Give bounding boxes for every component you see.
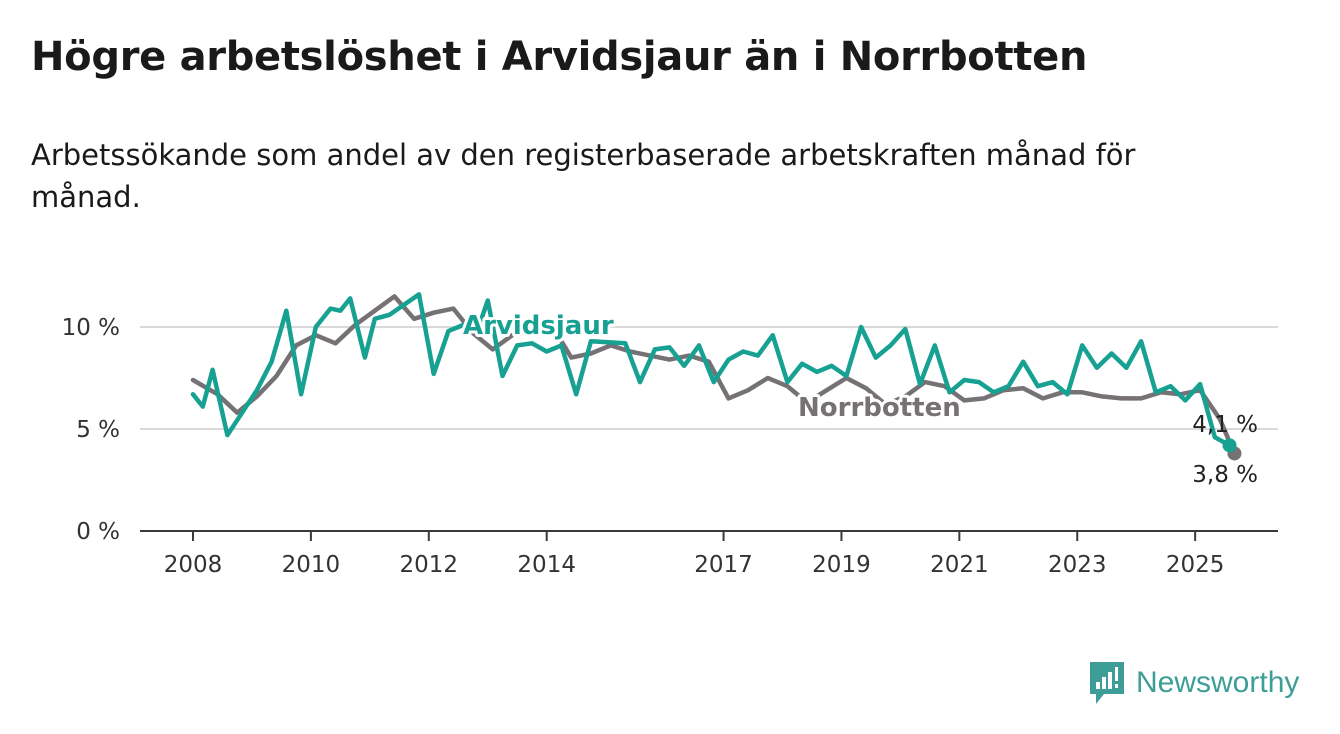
x-axis-ticks: 2008 2010 2012 2014 2017 2019 2021 2023 2025 [164,531,1225,578]
newsworthy-logo: Newsworthy [1088,660,1299,706]
end-value-norrbotten: 3,8 % [1192,462,1258,488]
series-labels: Arvidsjaur Norrbotten 4,1 % 3,8 % [460,308,1258,488]
x-tick-label: 2012 [400,552,459,578]
x-tick-label: 2023 [1048,552,1107,578]
chart-subtitle: Arbetssökande som andel av den registerb… [31,138,1136,214]
y-tick-label: 0 % [76,519,120,545]
end-point-arvidsjaur [1222,438,1237,453]
end-value-arvidsjaur: 4,1 % [1192,412,1258,438]
newsworthy-icon [1090,662,1124,704]
series-line-arvidsjaur [190,292,1232,448]
x-tick-label: 2014 [517,552,576,578]
gridlines [140,326,1278,430]
x-tick-label: 2019 [812,552,871,578]
series-lines [190,292,1242,461]
series-label-arvidsjaur: Arvidsjaur [463,311,614,341]
x-tick-label: 2010 [282,552,341,578]
series-label-norrbotten: Norrbotten [798,393,961,423]
y-axis-ticks: 0 % 5 % 10 % [62,315,120,545]
chart-title: Högre arbetslöshet i Arvidsjaur än i Nor… [31,34,1088,80]
y-tick-label: 5 % [76,417,120,443]
brand-name: Newsworthy [1136,666,1300,699]
x-tick-label: 2025 [1166,552,1225,578]
y-tick-label: 10 % [62,315,120,341]
x-tick-label: 2021 [930,552,989,578]
x-tick-label: 2017 [694,552,753,578]
x-tick-label: 2008 [164,552,223,578]
